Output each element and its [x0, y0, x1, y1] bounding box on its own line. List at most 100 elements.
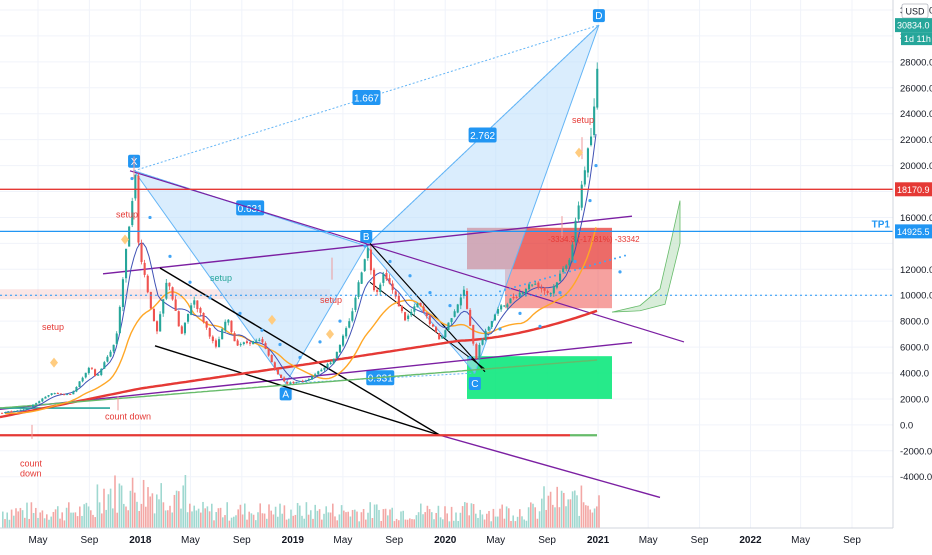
annotation-label: down — [20, 468, 42, 478]
psar-dot — [539, 278, 541, 281]
candles-layer — [1, 62, 599, 414]
volume-bar — [19, 507, 22, 528]
y-tick-label: 8000.0 — [900, 317, 929, 328]
candle-body — [484, 330, 487, 340]
candle — [484, 328, 487, 342]
candle — [162, 299, 165, 317]
candle-body — [183, 322, 186, 334]
candle-body — [410, 311, 413, 316]
annotation-label: setup — [572, 115, 594, 125]
candle-body — [543, 287, 546, 291]
psar-dot — [298, 355, 302, 360]
volume-bar — [178, 491, 180, 528]
volume-bar — [598, 495, 600, 528]
candle-body — [487, 326, 490, 331]
candle-body — [202, 312, 205, 323]
candle-body — [159, 314, 162, 332]
psar-dot — [573, 259, 577, 264]
volume-bar — [563, 492, 565, 528]
candle — [53, 392, 56, 395]
volume-bar — [519, 509, 521, 528]
volume-bar — [459, 512, 462, 528]
candle — [196, 300, 199, 313]
volume-bar — [490, 521, 492, 528]
ratio-badge — [352, 89, 381, 105]
volume-bar — [219, 507, 222, 528]
volume-bar — [15, 508, 17, 528]
candle-body — [348, 321, 351, 328]
volume-bar — [90, 510, 92, 528]
candle-body — [515, 296, 518, 298]
candle — [456, 303, 459, 314]
candle — [394, 289, 397, 299]
candle-body — [577, 205, 580, 220]
candle-body — [218, 339, 221, 348]
psar-dot — [188, 280, 192, 284]
candle — [208, 327, 211, 339]
candle-body — [177, 311, 180, 327]
volume-bar — [206, 506, 209, 528]
y-tick-label: -2000.0 — [900, 446, 932, 457]
volume-bar — [426, 505, 429, 528]
candle — [397, 293, 400, 307]
psar-dot — [509, 287, 511, 290]
ratio-badge — [468, 127, 497, 143]
volume-bar — [527, 507, 530, 528]
psar-dot — [569, 270, 571, 273]
volume-bar — [343, 510, 345, 528]
ma-orange — [5, 227, 597, 415]
candle-body — [447, 322, 450, 330]
candle — [94, 368, 97, 377]
y-tick-label: 16000.0 — [900, 213, 932, 224]
candle-body — [75, 386, 78, 392]
volume-bar — [404, 519, 407, 528]
candle — [224, 319, 227, 333]
x-tick-label: May — [333, 535, 352, 546]
volume-bar — [50, 516, 52, 528]
volume-bar — [257, 512, 259, 528]
volume-bar — [76, 516, 79, 528]
volume-bar — [349, 516, 352, 528]
black-trend-1 — [159, 267, 441, 436]
candle-body — [481, 339, 484, 345]
volume-bar — [472, 504, 475, 528]
volume-bar — [497, 516, 499, 528]
volume-bar — [422, 514, 424, 528]
volume-bar — [107, 494, 110, 528]
candle — [518, 289, 521, 299]
candle-body — [314, 374, 317, 376]
candle-body — [44, 396, 47, 399]
candle-body — [546, 290, 549, 293]
volume-bar — [296, 502, 299, 528]
candle-body — [66, 394, 69, 396]
candle — [264, 341, 267, 350]
candle-body — [13, 410, 16, 412]
volume-bar — [521, 516, 523, 528]
candle — [214, 338, 217, 349]
candle-body — [78, 381, 81, 388]
price-axis: -4000.0 -2000.0 0.0 2000.0 4000.0 6000.0 8000.… — [892, 0, 932, 550]
axis-level-tag — [895, 182, 932, 197]
time-axis: May Sep 2018 May Sep 2019 May Sep 2020 May Sep 2021… — [0, 527, 893, 550]
candle — [462, 286, 465, 299]
candle-body — [53, 393, 56, 395]
candle-body — [230, 320, 233, 333]
candle — [276, 368, 279, 375]
volume-bar — [255, 520, 257, 528]
volume-bar — [79, 506, 81, 528]
candle — [534, 281, 537, 286]
volume-bar — [558, 507, 561, 528]
volume-bar — [415, 515, 418, 528]
volume-bar — [230, 517, 233, 528]
candle — [528, 282, 531, 291]
candle — [118, 305, 121, 334]
volume-bar — [312, 518, 314, 528]
volume-bar — [301, 515, 303, 528]
candle-body — [22, 409, 25, 411]
candle-body — [190, 305, 193, 315]
volume-bar — [327, 512, 330, 528]
volume-bar — [204, 508, 206, 528]
candle-body — [103, 362, 106, 369]
